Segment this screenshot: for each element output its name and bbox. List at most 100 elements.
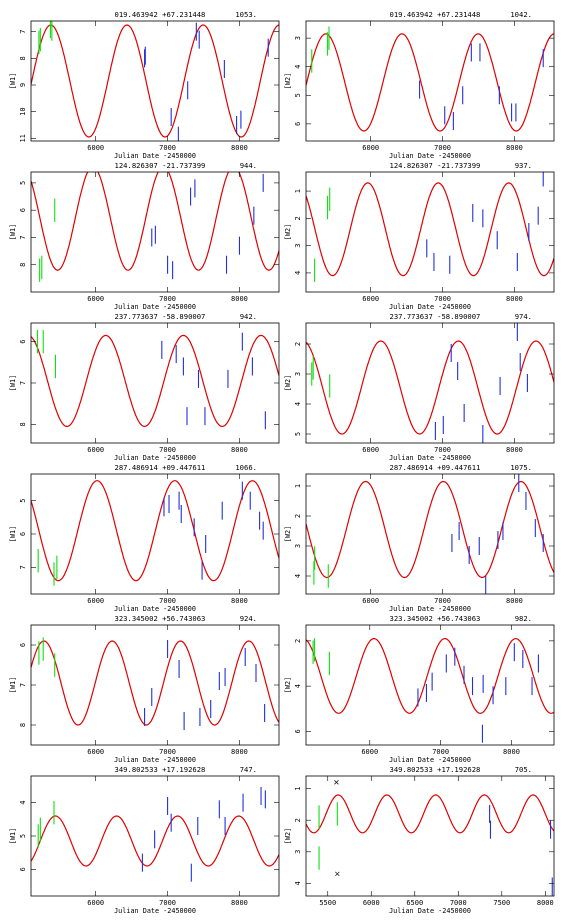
y-tick-label: 8 — [19, 422, 27, 426]
x-axis-label: Julian Date -2450000 — [114, 152, 196, 160]
y-axis-label: [W1] — [9, 375, 17, 391]
x-tick-label: 8000 — [503, 748, 520, 756]
x-tick-label: 6000 — [87, 597, 104, 605]
y-tick-label: 4 — [294, 881, 302, 885]
x-axis-label: Julian Date -2450000 — [114, 454, 196, 462]
point-count: 924. — [240, 614, 257, 623]
plot-frame — [30, 171, 280, 293]
x-tick-label: 6500 — [406, 899, 423, 907]
light-curve-panel-5: 237.773637 -58.890007 942. 6000 7000 8000 6 7 8… — [9, 312, 280, 462]
point-count: 1075. — [510, 463, 532, 472]
y-axis-label: [W2] — [284, 526, 292, 542]
y-tick-label: 5 — [19, 834, 27, 838]
x-tick-label: 8000 — [231, 748, 248, 756]
model-curve — [306, 182, 554, 277]
x-tick-label: 6000 — [362, 446, 379, 454]
model-curve — [31, 24, 279, 138]
x-tick-label: 7000 — [159, 899, 176, 907]
x-axis-label: Julian Date -2450000 — [389, 303, 471, 311]
x-axis-label: Julian Date -2450000 — [114, 605, 196, 613]
x-axis-label: Julian Date -2450000 — [389, 605, 471, 613]
x-tick-label: 6000 — [362, 295, 379, 303]
model-curve — [306, 340, 554, 435]
y-tick-label: 1 — [294, 484, 302, 488]
y-tick-label: 3 — [294, 544, 302, 548]
x-tick-label: 7000 — [159, 748, 176, 756]
light-curve-panel-9: 323.345002 +56.743063 924. 6000 7000 8000 6 7 8… — [9, 614, 280, 764]
panel-title: 287.486914 +09.447611 — [115, 463, 206, 472]
x-tick-label: 8000 — [506, 597, 523, 605]
x-tick-label: 6000 — [362, 597, 379, 605]
data-layer — [306, 637, 554, 743]
x-tick-label: 8000 — [231, 899, 248, 907]
model-curve — [31, 480, 279, 582]
x-tick-label: 7000 — [434, 446, 451, 454]
point-count: 942. — [240, 312, 257, 321]
y-tick-label: 7 — [19, 30, 27, 34]
x-tick-label: 7000 — [159, 144, 176, 152]
x-tick-label: 6000 — [363, 899, 380, 907]
y-tick-label: 5 — [294, 93, 302, 97]
y-tick-label: 2 — [294, 639, 302, 643]
x-tick-label: 7000 — [159, 295, 176, 303]
y-tick-label: 2 — [294, 216, 302, 220]
y-tick-label: 2 — [294, 818, 302, 822]
x-tick-label: 5500 — [319, 899, 336, 907]
plot-frame — [305, 624, 555, 746]
y-tick-label: 8 — [19, 723, 27, 727]
panel-title: 349.802533 +17.192628 — [115, 765, 206, 774]
y-tick-label: 6 — [19, 208, 27, 212]
model-curve — [306, 794, 554, 834]
y-axis-label: [W2] — [284, 224, 292, 240]
y-tick-label: 9 — [19, 83, 27, 87]
plot-frame — [30, 20, 280, 142]
y-tick-label: 4 — [19, 801, 27, 805]
data-layer — [31, 480, 279, 586]
x-tick-label: 7500 — [493, 899, 510, 907]
data-layer — [31, 637, 279, 730]
y-tick-label: 4 — [294, 65, 302, 69]
x-tick-label: 8000 — [231, 144, 248, 152]
data-layer — [306, 172, 554, 282]
x-tick-label: 7000 — [434, 295, 451, 303]
point-count: 1066. — [235, 463, 257, 472]
model-curve — [31, 334, 279, 428]
data-layer — [31, 21, 279, 141]
y-axis-label: [W2] — [284, 677, 292, 693]
x-tick-label: 8000 — [231, 295, 248, 303]
y-tick-label: 3 — [294, 244, 302, 248]
plot-frame — [305, 322, 555, 444]
y-tick-label: 7 — [19, 381, 27, 385]
y-tick-label: 2 — [294, 514, 302, 518]
y-axis-label: [W1] — [9, 73, 17, 89]
x-axis-label: Julian Date -2450000 — [389, 756, 471, 764]
outlier-point — [335, 871, 340, 877]
data-layer — [31, 329, 279, 430]
data-layer — [306, 26, 554, 132]
point-count: 1042. — [510, 10, 532, 19]
x-tick-label: 7000 — [434, 144, 451, 152]
x-tick-label: 8000 — [231, 597, 248, 605]
x-tick-label: 6000 — [362, 144, 379, 152]
panel-title: 124.826307 -21.737399 — [115, 161, 206, 170]
panel-title: 323.345002 +56.743063 — [115, 614, 206, 623]
y-tick-label: 1 — [294, 189, 302, 193]
y-tick-label: 3 — [294, 36, 302, 40]
x-tick-label: 6000 — [87, 295, 104, 303]
y-tick-label: 6 — [19, 643, 27, 647]
x-tick-label: 7000 — [450, 899, 467, 907]
light-curve-panel-3: 124.826307 -21.737399 944. 6000 7000 8000 5 6 7… — [9, 161, 280, 311]
panel-title: 323.345002 +56.743063 — [390, 614, 481, 623]
y-axis-label: [W2] — [284, 73, 292, 89]
plot-frame — [305, 20, 555, 142]
y-axis-label: [W2] — [284, 375, 292, 391]
point-count: 937. — [515, 161, 532, 170]
x-axis-label: Julian Date -2450000 — [114, 303, 196, 311]
x-axis-label: Julian Date -2450000 — [389, 152, 471, 160]
y-axis-label: [W1] — [9, 677, 17, 693]
point-count: 705. — [515, 765, 532, 774]
x-axis-label: Julian Date -2450000 — [389, 454, 471, 462]
data-layer — [306, 780, 554, 896]
y-tick-label: 3 — [294, 372, 302, 376]
light-curve-panel-11: 349.802533 +17.192628 747. 6000 7000 8000 4 5 6… — [9, 765, 280, 915]
